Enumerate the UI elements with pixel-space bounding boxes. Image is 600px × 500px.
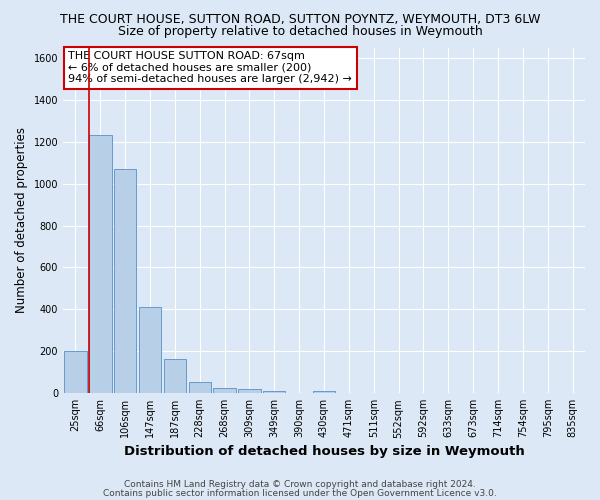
Bar bbox=[263, 390, 286, 393]
Bar bbox=[89, 136, 112, 393]
Text: Size of property relative to detached houses in Weymouth: Size of property relative to detached ho… bbox=[118, 25, 482, 38]
Y-axis label: Number of detached properties: Number of detached properties bbox=[15, 128, 28, 314]
Bar bbox=[188, 382, 211, 393]
Bar bbox=[214, 388, 236, 393]
Bar bbox=[238, 390, 260, 393]
Bar bbox=[139, 308, 161, 393]
Bar bbox=[64, 352, 86, 393]
Text: Contains public sector information licensed under the Open Government Licence v3: Contains public sector information licen… bbox=[103, 488, 497, 498]
Text: THE COURT HOUSE SUTTON ROAD: 67sqm
← 6% of detached houses are smaller (200)
94%: THE COURT HOUSE SUTTON ROAD: 67sqm ← 6% … bbox=[68, 51, 352, 84]
X-axis label: Distribution of detached houses by size in Weymouth: Distribution of detached houses by size … bbox=[124, 444, 524, 458]
Text: Contains HM Land Registry data © Crown copyright and database right 2024.: Contains HM Land Registry data © Crown c… bbox=[124, 480, 476, 489]
Bar bbox=[313, 390, 335, 393]
Bar bbox=[114, 169, 136, 393]
Text: THE COURT HOUSE, SUTTON ROAD, SUTTON POYNTZ, WEYMOUTH, DT3 6LW: THE COURT HOUSE, SUTTON ROAD, SUTTON POY… bbox=[60, 12, 540, 26]
Bar bbox=[164, 358, 186, 393]
